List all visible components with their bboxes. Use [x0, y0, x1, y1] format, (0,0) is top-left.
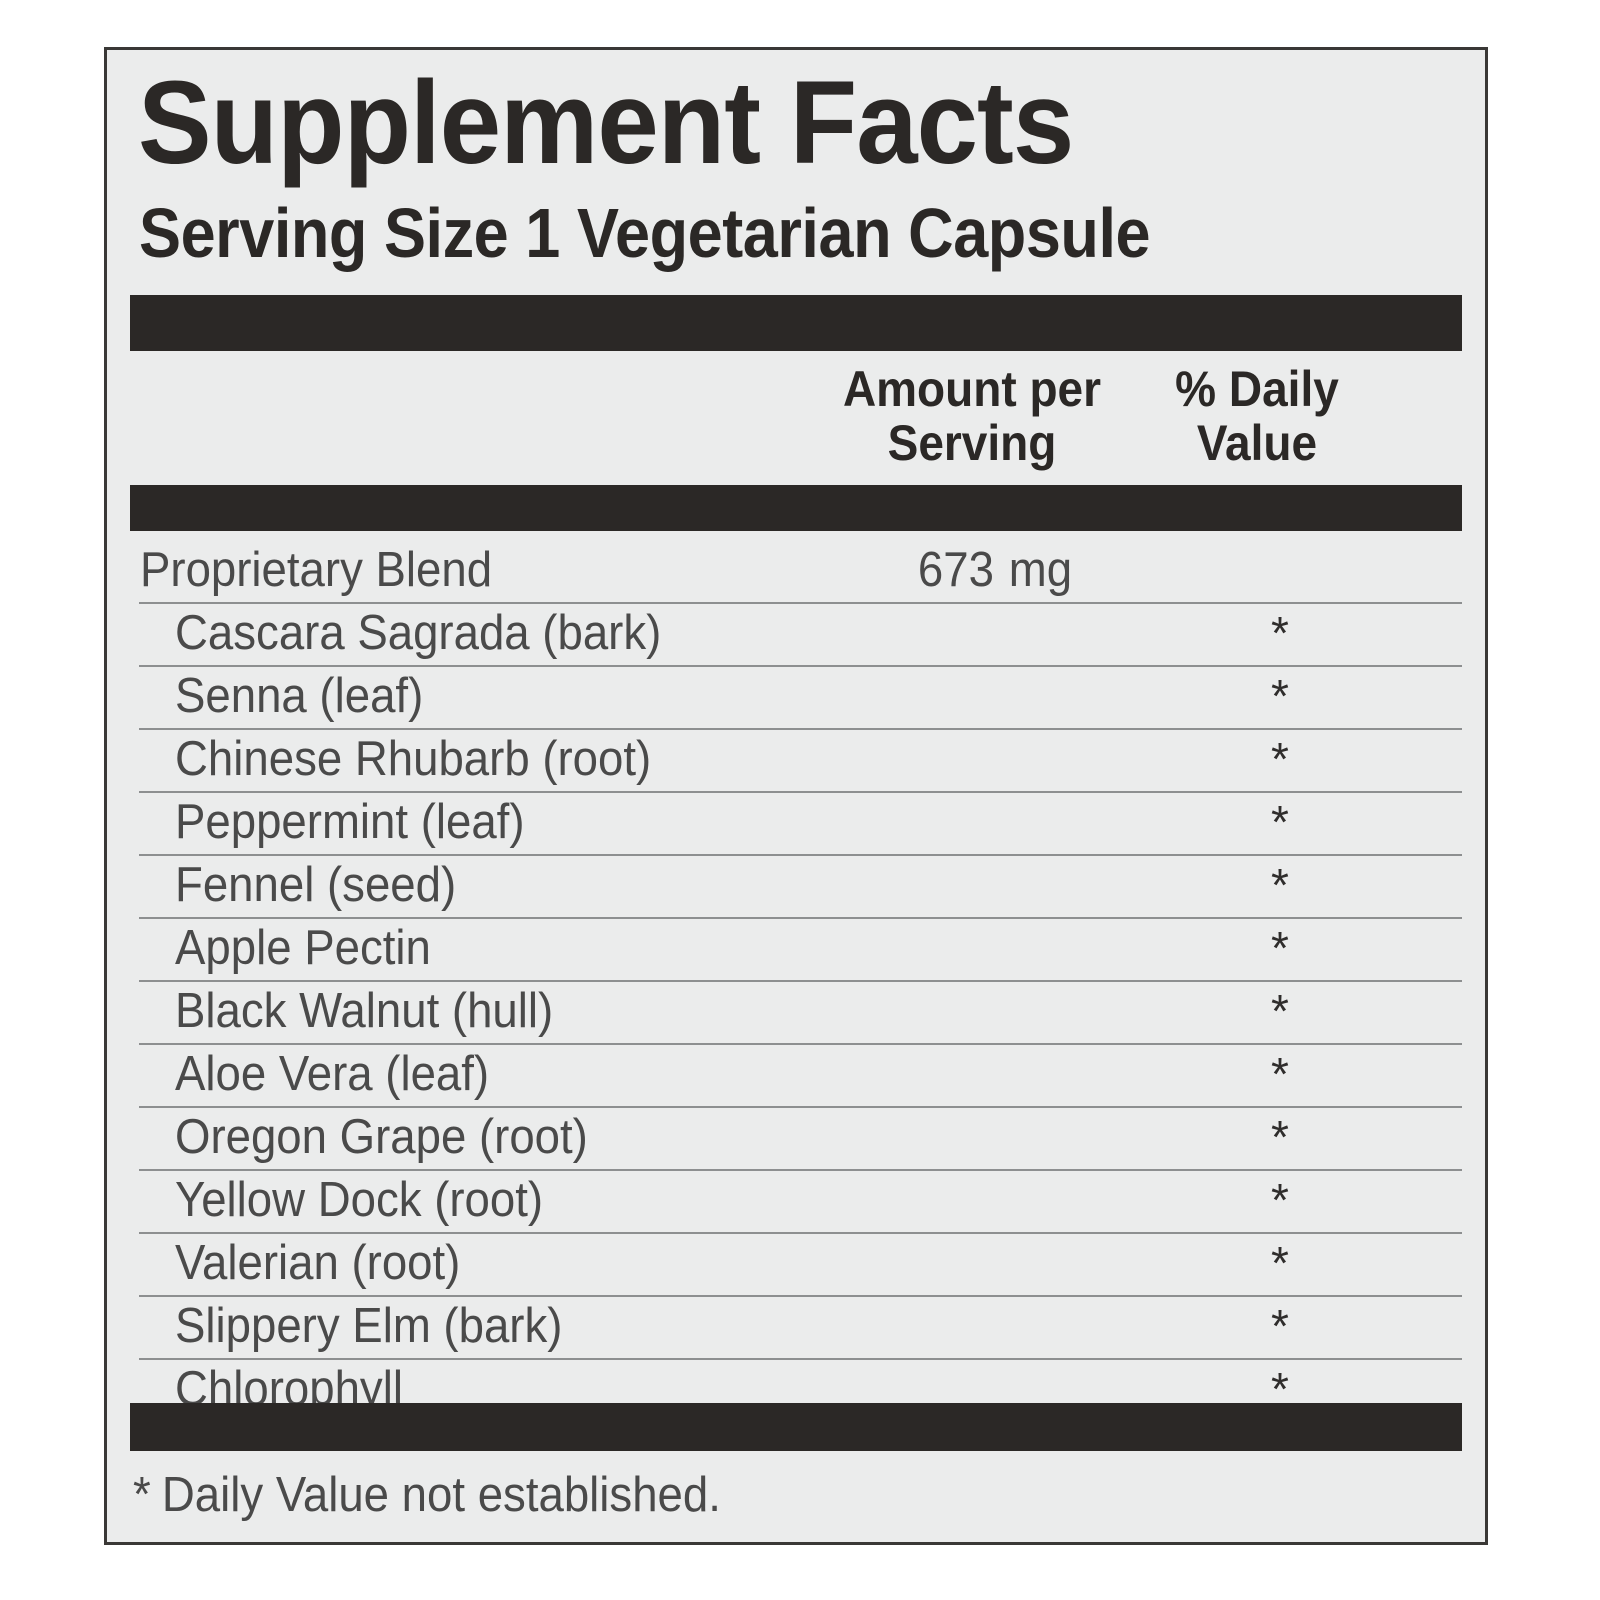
ingredient-daily-value: * [1271, 985, 1289, 1037]
ingredient-name: Cascara Sagrada (bark) [175, 606, 662, 660]
row-divider [139, 1358, 1462, 1360]
ingredient-name: Apple Pectin [175, 921, 431, 975]
table-row: Apple Pectin * [130, 917, 1462, 980]
ingredient-name: Aloe Vera (leaf) [175, 1047, 490, 1101]
serving-size-text: Serving Size 1 Vegetarian Capsule [139, 194, 1151, 272]
table-row: Proprietary Blend 673 mg [130, 539, 1462, 602]
ingredient-amount-unit: mg [1008, 543, 1073, 597]
column-header-dv-line1: % Daily [1175, 361, 1339, 417]
ingredient-name: Chinese Rhubarb (root) [175, 732, 652, 786]
table-row: Oregon Grape (root) * [130, 1106, 1462, 1169]
row-divider [139, 854, 1462, 856]
footnote-asterisk: * [133, 1468, 151, 1522]
row-divider [139, 1232, 1462, 1234]
ingredient-name: Yellow Dock (root) [175, 1173, 544, 1227]
ingredient-daily-value: * [1271, 1300, 1289, 1352]
ingredient-daily-value: * [1271, 796, 1289, 848]
ingredient-name: Black Walnut (hull) [175, 984, 554, 1038]
table-row: Fennel (seed) * [130, 854, 1462, 917]
row-divider [139, 980, 1462, 982]
table-row: Yellow Dock (root) * [130, 1169, 1462, 1232]
table-row: Cascara Sagrada (bark) * [130, 602, 1462, 665]
row-divider [139, 1106, 1462, 1108]
ingredient-daily-value: * [1271, 1237, 1289, 1289]
row-divider [139, 791, 1462, 793]
table-row: Peppermint (leaf) * [130, 791, 1462, 854]
ingredient-name: Fennel (seed) [175, 858, 457, 912]
table-row: Valerian (root) * [130, 1232, 1462, 1295]
ingredient-name: Proprietary Blend [140, 543, 493, 597]
column-header-amount-line1: Amount per [842, 361, 1102, 417]
ingredient-daily-value: * [1271, 1111, 1289, 1163]
table-row: Aloe Vera (leaf) * [130, 1043, 1462, 1106]
ingredient-name: Peppermint (leaf) [175, 795, 525, 849]
ingredient-daily-value: * [1271, 859, 1289, 911]
ingredient-daily-value: * [1271, 1048, 1289, 1100]
column-header-amount-line2: Serving [887, 415, 1057, 471]
footnote: * Daily Value not established. [133, 1468, 721, 1522]
ingredient-amount: 673 mg [860, 543, 1130, 597]
ingredient-daily-value: * [1271, 607, 1289, 659]
ingredient-table: Proprietary Blend 673 mg Cascara Sagrada (b… [130, 539, 1462, 1421]
column-header-dv-line2: Value [1196, 415, 1318, 471]
column-header-daily-value: % Daily Value [1151, 362, 1363, 470]
table-row: Senna (leaf) * [130, 665, 1462, 728]
heavy-rule-top [130, 295, 1462, 351]
heavy-rule-bottom [130, 1403, 1462, 1451]
ingredient-daily-value: * [1271, 1363, 1289, 1415]
page-title: Supplement Facts [138, 57, 1074, 189]
row-divider [139, 1169, 1462, 1171]
ingredient-daily-value: * [1271, 1174, 1289, 1226]
ingredient-name: Valerian (root) [175, 1236, 461, 1290]
row-divider [139, 917, 1462, 919]
row-divider [139, 665, 1462, 667]
row-divider [139, 1043, 1462, 1045]
table-row: Black Walnut (hull) * [130, 980, 1462, 1043]
ingredient-daily-value: * [1271, 670, 1289, 722]
footnote-text: Daily Value not established. [161, 1468, 721, 1522]
ingredient-daily-value: * [1271, 922, 1289, 974]
row-divider [139, 602, 1462, 604]
ingredient-daily-value: * [1271, 733, 1289, 785]
row-divider [139, 728, 1462, 730]
ingredient-name: Oregon Grape (root) [175, 1110, 588, 1164]
ingredient-amount-value: 673 [917, 543, 994, 597]
table-row: Slippery Elm (bark) * [130, 1295, 1462, 1358]
column-header-amount-per-serving: Amount per Serving [839, 362, 1106, 470]
heavy-rule-middle [130, 485, 1462, 531]
table-row: Chinese Rhubarb (root) * [130, 728, 1462, 791]
supplement-facts-panel: Supplement Facts Serving Size 1 Vegetari… [104, 47, 1488, 1545]
ingredient-name: Senna (leaf) [175, 669, 424, 723]
row-divider [139, 1295, 1462, 1297]
ingredient-name: Slippery Elm (bark) [175, 1299, 563, 1353]
